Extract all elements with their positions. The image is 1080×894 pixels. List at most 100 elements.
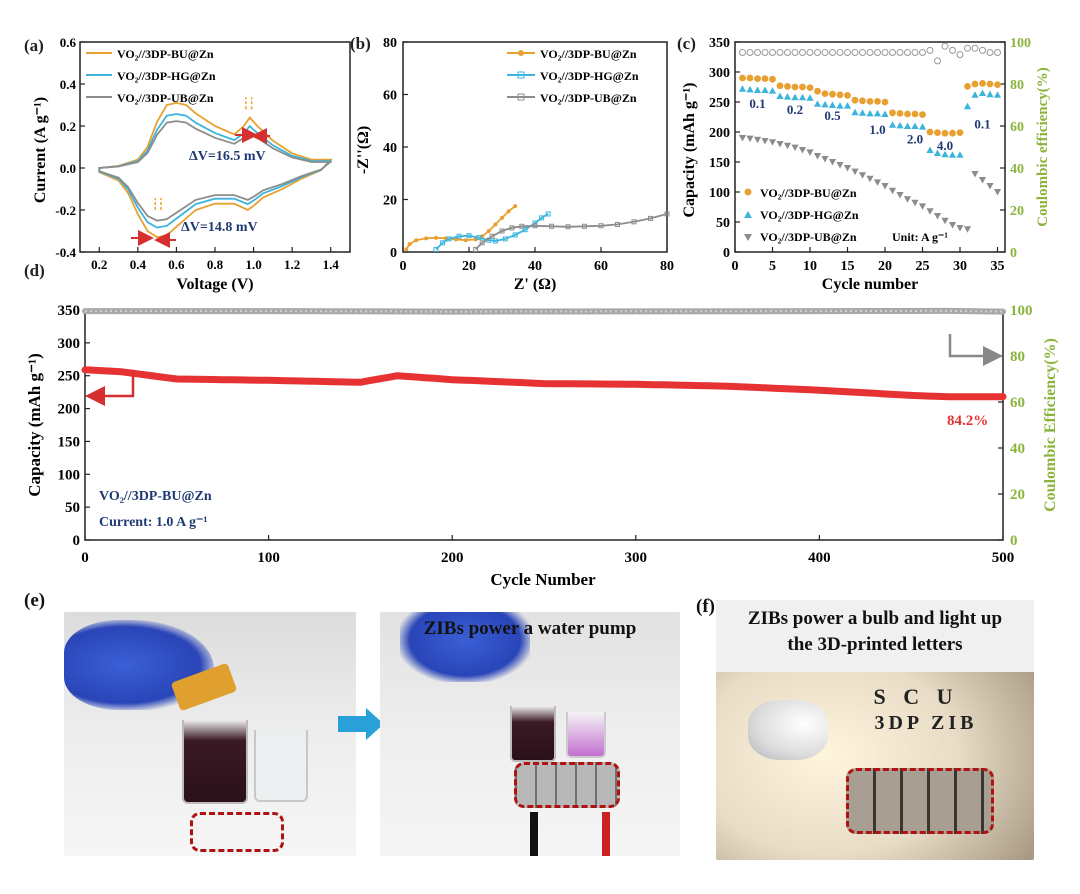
eis-point-hg [476,235,482,241]
point-hg [791,93,799,101]
ce-point [964,44,971,52]
point-hg [918,123,927,130]
plot-frame-d [84,309,1004,541]
legend-b: VO₂//3DP-BU@Zn VO₂//3DP-HG@Zn VO₂//3DP-U… [507,47,639,105]
point-ub [978,177,987,184]
y-tick-label-d: 150 [58,434,81,450]
point-ub [776,141,784,148]
cv-curve-hg [98,113,332,229]
legend-item-b-hg: VO₂//3DP-HG@Zn [540,69,639,83]
eis-point-bu [513,204,518,209]
point-hg [948,151,957,158]
y2-tick-label-c: 100 [1010,36,1031,51]
cv-curve-ub [98,120,332,222]
beaker-dark [182,720,248,804]
legend-marker-c-hg [744,211,752,218]
ce-point [799,49,806,56]
point-bu [859,97,866,105]
eis-curve-bu [405,205,516,250]
point-bu [844,92,851,99]
ce-point [806,49,814,56]
ce-point [859,49,866,56]
eis-point-bu [424,236,429,241]
sample-note: VO₂//3DP-BU@Zn [99,489,212,504]
y-tick-label-d: 200 [58,402,81,418]
y-tick-label-a: -0.2 [55,203,76,218]
y-tick-label-b: 0 [390,246,397,261]
ce-point [746,49,754,56]
ce-point [949,46,956,54]
point-bu [926,128,934,136]
point-bu [829,90,836,98]
point-hg [806,94,814,101]
panel-label-c: (c) [677,34,696,53]
eis-point-bu [463,238,468,243]
y-tick-label-a: 0.4 [60,77,77,92]
point-bu [806,84,814,91]
current-note: Current: 1.0 A g⁻¹ [99,515,208,530]
eis-point-hg [466,233,472,239]
x-tick-label-d: 500 [992,550,1015,566]
point-bu [971,80,979,88]
x-tick-label-d: 400 [808,550,831,566]
y-axis-label-d: Capacity (mAh g⁻¹) [25,353,44,496]
point-ub [896,192,904,199]
ce-point [919,49,926,56]
efficiency-line-texture [85,309,1004,313]
point-ub [918,203,927,210]
beaker-clear [254,730,308,802]
capacity-axis-arrow [85,373,135,406]
x-tick-label-d: 0 [81,550,89,566]
y-tick-label-c: 150 [709,156,730,171]
point-hg [851,108,859,116]
panel-label-f: (f) [696,596,715,617]
x-tick-label-c: 30 [953,259,967,274]
y-tick-label-d: 50 [65,500,80,516]
y-tick-label-c: 250 [709,96,730,111]
eis-point-hg [492,238,498,244]
x-tick-label-c: 0 [732,259,739,274]
x-tick-label-d: 300 [625,550,648,566]
y-tick-label-b: 20 [383,194,397,209]
point-hg [971,91,979,98]
point-bu [769,75,776,83]
y-tick-label-b: 60 [383,89,397,104]
caption-water-pump: ZIBs power a water pump [423,618,637,639]
cv-curve-bu [98,101,333,239]
y-tick-label-a: 0.6 [60,35,77,50]
eis-curve-ub [474,213,668,251]
ce-point [829,49,836,56]
point-ub [813,153,822,160]
y-tick-label-d: 100 [58,467,81,483]
eis-point-ub [473,246,479,252]
legend-a: VO₂//3DP-BU@Zn VO₂//3DP-HG@Zn VO₂//3DP-U… [86,47,216,105]
eis-point-ub [582,223,587,229]
point-hg [866,109,874,117]
point-bu [791,83,799,91]
y-tick-label-c: 50 [716,216,730,231]
y-tick-label-d: 0 [73,533,81,549]
point-bu [746,74,754,82]
point-hg [768,87,777,94]
ce-point [881,49,889,56]
photo-f-bulb: ZIBs power a bulb and light up the 3D-pr… [716,600,1034,860]
ce-point [821,49,829,56]
panel-label-a: (a) [24,36,44,55]
eis-point-ub [631,219,637,225]
point-ub [768,139,777,146]
x-tick-label-a: 1.4 [323,257,340,272]
y-axis-label-c: Capacity (mAh g⁻¹) [681,82,698,217]
point-bu [994,81,1001,88]
ce-point [971,44,979,52]
point-ub [746,135,754,143]
retention-annotation: 84.2% [947,413,988,429]
ce-point [769,49,776,56]
x-tick-label-a: 0.4 [130,257,147,272]
point-ub [791,144,799,152]
y2-tick-label-c: 60 [1010,120,1024,135]
point-ub [933,213,942,220]
printed-letters-3dpzib: 3DP ZIB [874,712,978,734]
point-bu [889,109,896,117]
